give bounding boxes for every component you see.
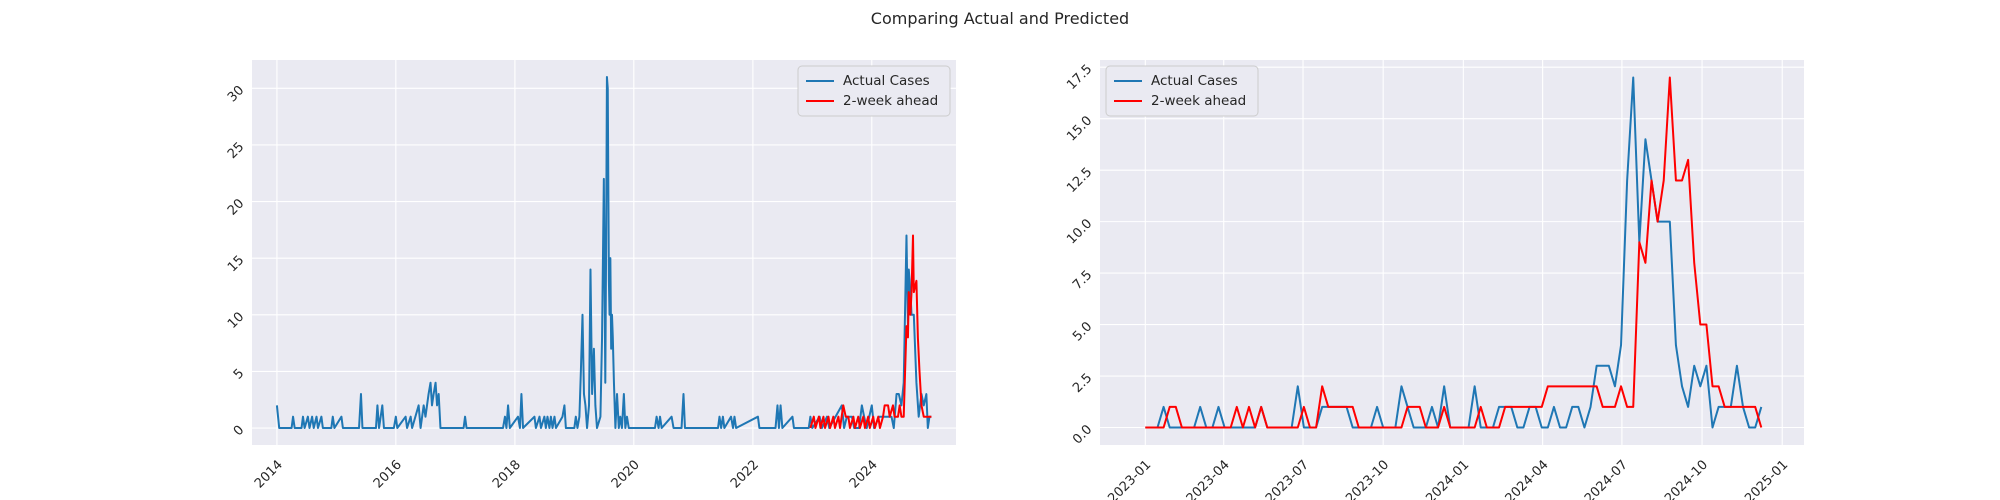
- y-tick-label: 0: [231, 423, 247, 439]
- y-tick-label: 5.0: [1070, 319, 1095, 344]
- x-tick-label: 2024-07: [1582, 457, 1631, 500]
- y-tick-label: 2.5: [1070, 371, 1095, 396]
- x-tick-label: 2022: [728, 457, 762, 491]
- y-tick-label: 17.5: [1064, 62, 1095, 93]
- y-tick-label: 20: [225, 196, 247, 218]
- y-tick-label: 12.5: [1064, 165, 1095, 196]
- y-tick-label: 15.0: [1064, 113, 1095, 144]
- y-tick-label: 10.0: [1064, 216, 1095, 247]
- x-tick-label: 2020: [609, 457, 643, 491]
- x-tick-label: 2023-10: [1343, 457, 1392, 500]
- y-tick-label: 30: [225, 83, 247, 105]
- x-tick-label: 2014: [252, 457, 286, 491]
- x-tick-label: 2016: [371, 457, 405, 491]
- y-tick-label: 10: [225, 309, 247, 331]
- x-tick-label: 2024-04: [1503, 457, 1552, 500]
- legend: Actual Cases 2-week ahead: [797, 65, 951, 117]
- x-tick-label: 2023-04: [1184, 457, 1233, 500]
- legend-label: Actual Cases: [1151, 73, 1238, 89]
- legend: Actual Cases 2-week ahead: [1105, 65, 1259, 117]
- x-tick-label: 2024-10: [1662, 457, 1711, 500]
- x-tick-label: 2025-01: [1742, 457, 1791, 500]
- x-tick-label: 2024: [847, 457, 881, 491]
- plot-area: [1100, 60, 1804, 445]
- right-chart-actual-vs-predicted-recent: 2023-01 2023-04 2023-07 2023-10 2024-01 2024-…: [1064, 60, 1804, 500]
- series-line-two-week-ahead: [809, 234, 932, 430]
- left-chart-actual-vs-predicted-full-history: 2014 2016 2018 2020 2022 2024 0 5 10 15 20 25 30 Actu…: [225, 60, 956, 491]
- figure-title: Comparing Actual and Predicted: [871, 9, 1129, 28]
- y-tick-label: 25: [225, 140, 247, 162]
- legend-label: 2-week ahead: [1151, 93, 1246, 109]
- legend-box: [797, 65, 951, 117]
- series-line-actual-cases: [275, 75, 932, 430]
- series-line-two-week-ahead: [1145, 76, 1763, 429]
- y-tick-label: 5: [231, 366, 247, 382]
- y-tick-label: 15: [225, 253, 247, 275]
- x-tick-label: 2023-07: [1263, 457, 1312, 500]
- x-tick-label: 2023-01: [1105, 457, 1154, 500]
- legend-label: 2-week ahead: [843, 93, 938, 109]
- y-tick-label: 0.0: [1070, 422, 1095, 447]
- legend-box: [1105, 65, 1259, 117]
- x-tick-label: 2024-01: [1423, 457, 1472, 500]
- legend-label: Actual Cases: [843, 73, 930, 89]
- x-tick-label: 2018: [490, 457, 524, 491]
- y-tick-label: 7.5: [1070, 268, 1095, 293]
